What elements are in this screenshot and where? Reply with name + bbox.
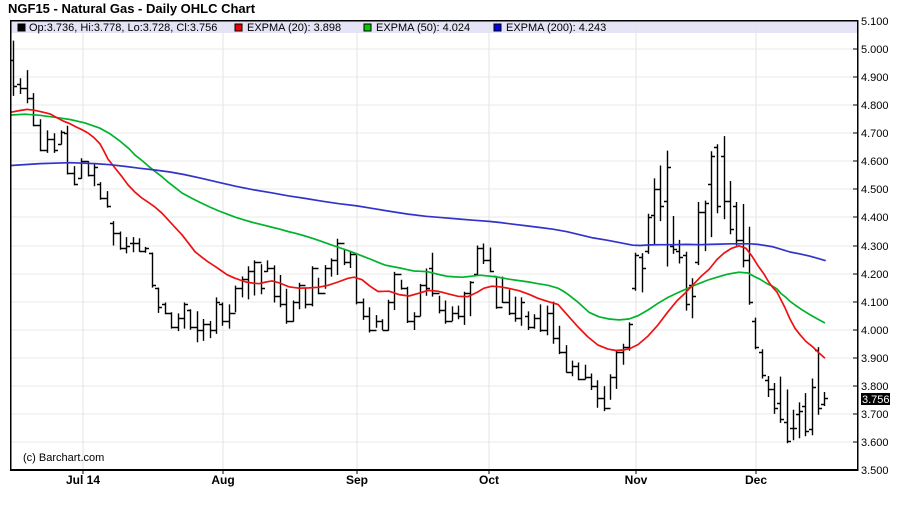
svg-text:3.500: 3.500 xyxy=(861,465,889,477)
svg-text:4.100: 4.100 xyxy=(861,297,889,309)
svg-text:Aug: Aug xyxy=(211,473,234,487)
svg-text:EXPMA (50): 4.024: EXPMA (50): 4.024 xyxy=(376,22,470,34)
svg-text:4.500: 4.500 xyxy=(861,184,889,196)
svg-text:5.000: 5.000 xyxy=(861,44,889,56)
svg-text:4.700: 4.700 xyxy=(861,128,889,140)
svg-text:3.600: 3.600 xyxy=(861,437,889,449)
svg-text:NGF15 - Natural Gas - Daily OH: NGF15 - Natural Gas - Daily OHLC Chart xyxy=(8,1,256,16)
svg-text:Sep: Sep xyxy=(346,473,368,487)
svg-text:4.200: 4.200 xyxy=(861,269,889,281)
svg-text:4.600: 4.600 xyxy=(861,156,889,168)
svg-text:EXPMA (200): 4.243: EXPMA (200): 4.243 xyxy=(506,22,606,34)
svg-text:4.000: 4.000 xyxy=(861,325,889,337)
svg-text:3.756: 3.756 xyxy=(862,394,890,406)
svg-text:3.700: 3.700 xyxy=(861,409,889,421)
svg-text:(c) Barchart.com: (c) Barchart.com xyxy=(23,452,104,464)
svg-text:4.800: 4.800 xyxy=(861,100,889,112)
svg-text:4.400: 4.400 xyxy=(861,212,889,224)
svg-text:EXPMA (20): 3.898: EXPMA (20): 3.898 xyxy=(247,22,341,34)
svg-text:Nov: Nov xyxy=(625,473,648,487)
svg-text:4.300: 4.300 xyxy=(861,241,889,253)
svg-text:Oct: Oct xyxy=(479,473,499,487)
svg-text:3.900: 3.900 xyxy=(861,353,889,365)
svg-text:Dec: Dec xyxy=(745,473,767,487)
svg-text:3.800: 3.800 xyxy=(861,381,889,393)
svg-text:Jul 14: Jul 14 xyxy=(66,473,100,487)
svg-text:5.100: 5.100 xyxy=(861,16,889,28)
svg-text:4.900: 4.900 xyxy=(861,72,889,84)
svg-text:Op:3.736, Hi:3.778, Lo:3.728,: Op:3.736, Hi:3.778, Lo:3.728, Cl:3.756 xyxy=(29,22,217,34)
